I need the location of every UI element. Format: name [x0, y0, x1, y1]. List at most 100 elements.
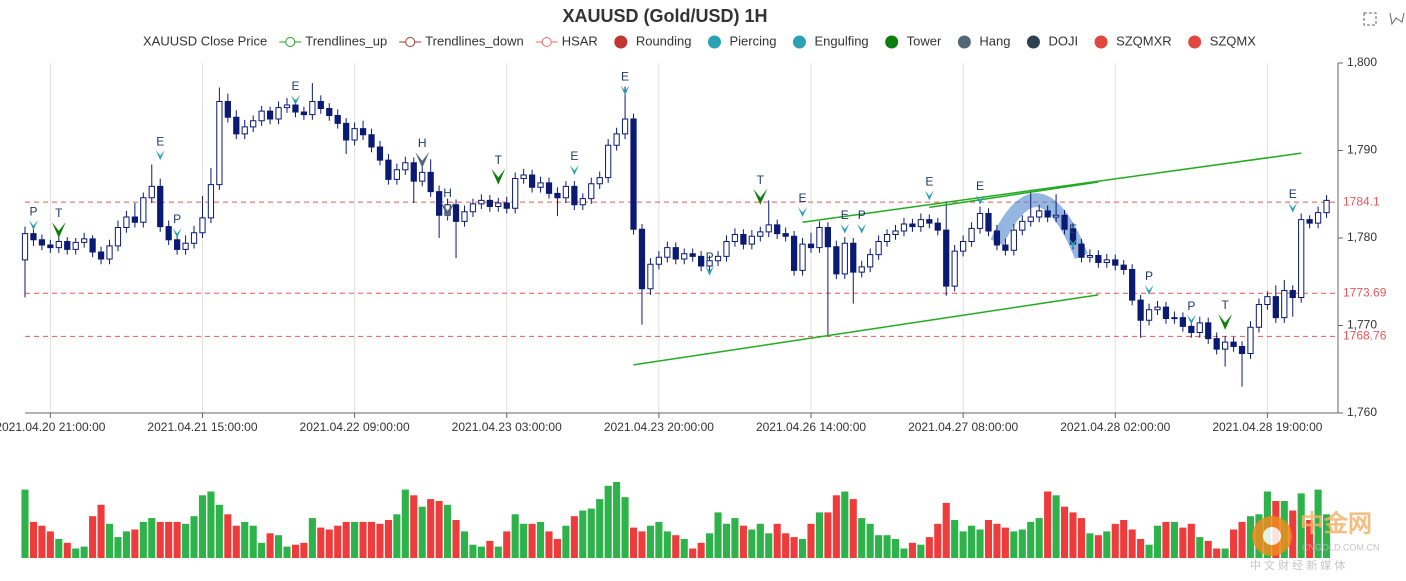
pattern-label: E: [621, 70, 629, 84]
candle-body: [1027, 216, 1034, 222]
volume-bar: [384, 520, 392, 558]
candle-body: [216, 101, 223, 186]
candle-body: [1264, 296, 1271, 305]
volume-bar: [1094, 535, 1102, 558]
volume-bar: [1246, 516, 1255, 558]
candle-body: [266, 110, 274, 120]
legend-symbol: [792, 35, 806, 49]
volume-bar: [1010, 531, 1018, 558]
volume-bar: [55, 539, 63, 558]
legend-symbol: [614, 35, 628, 49]
candle-body: [1196, 322, 1203, 333]
candle-body: [1095, 255, 1102, 263]
candle-body: [385, 159, 392, 180]
volume-bar: [511, 514, 519, 558]
x-tick-label: 2021.04.20 21:00:00: [0, 420, 106, 434]
pattern-marker: [415, 152, 430, 168]
volume-bar: [1238, 521, 1246, 558]
watermark-site: CNGOLD.COM.CN: [1302, 542, 1380, 552]
trendline: [929, 181, 1099, 209]
pattern-label: H: [443, 186, 452, 200]
volume-bar: [891, 539, 900, 558]
candle-body: [114, 227, 122, 247]
pattern-marker: [1288, 202, 1298, 213]
x-tick-label: 2021.04.28 19:00:00: [1212, 420, 1322, 434]
chart-title: XAUUSD (Gold/USD) 1H: [562, 6, 767, 26]
candle-body: [1205, 322, 1212, 340]
volume-bar: [1162, 521, 1170, 558]
volume-bar: [21, 489, 29, 558]
pattern-label: P: [173, 212, 181, 226]
candle-body: [1306, 219, 1313, 224]
volume-bar: [1297, 493, 1305, 558]
candle-body: [951, 250, 958, 287]
candle-body: [664, 247, 671, 258]
x-tick-label: 2021.04.21 15:00:00: [147, 420, 257, 434]
volume-bar: [545, 531, 553, 558]
candle-body: [976, 213, 984, 229]
volume-bar: [1289, 510, 1297, 558]
volume-bar: [38, 525, 46, 558]
volume-bar: [359, 521, 367, 558]
volume-bar: [1111, 523, 1119, 558]
pattern-label: T: [495, 153, 503, 167]
volume-bar: [63, 542, 71, 558]
candle-body: [148, 185, 155, 199]
pattern-label: H: [418, 136, 427, 150]
candle-body: [917, 219, 924, 228]
volume-bar: [198, 495, 207, 558]
candle-body: [469, 203, 477, 213]
volume-bar: [883, 535, 891, 558]
candle-body: [1179, 317, 1186, 327]
volume-bar: [249, 525, 257, 558]
candle-body: [419, 171, 426, 182]
volume-bar: [536, 521, 545, 558]
y-tick-label: 1,770: [1347, 318, 1377, 332]
pattern-label: P: [1145, 269, 1153, 283]
volume-bar: [807, 523, 815, 558]
volume-bar: [528, 523, 536, 558]
toolbox[interactable]: [1363, 12, 1405, 26]
legend-symbol: [885, 35, 899, 49]
pattern-label: E: [1069, 222, 1077, 236]
candle-body: [1137, 299, 1144, 321]
volume-bar: [72, 548, 80, 558]
candle-body: [993, 230, 1001, 246]
pattern-marker: [924, 190, 934, 201]
candle-body: [528, 174, 536, 188]
volume-bar: [1044, 491, 1052, 558]
restore-icon[interactable]: [1389, 12, 1405, 26]
volume-bar: [976, 529, 984, 558]
candle-body: [655, 256, 662, 265]
pattern-marker: [155, 150, 165, 161]
legend-label: Engulfing: [814, 33, 868, 48]
candle-body: [833, 246, 840, 275]
candle-body: [1213, 338, 1220, 350]
volume-bar: [1052, 495, 1060, 558]
candle-body: [706, 260, 713, 267]
volume-bar: [900, 548, 908, 558]
volume-bar: [477, 546, 485, 558]
pattern-marker: [491, 168, 506, 185]
candle-body: [605, 144, 612, 179]
volume-bar: [875, 535, 883, 558]
candle-body: [106, 245, 113, 260]
candle-body: [165, 226, 172, 241]
volume-bar: [427, 499, 435, 558]
level-label: 1784.1: [1343, 194, 1380, 208]
zoom-icon[interactable]: [1363, 12, 1377, 26]
pattern-marker: [798, 207, 808, 217]
volume-bar: [1170, 521, 1178, 558]
trendline: [802, 152, 1302, 223]
candle-body: [368, 134, 375, 148]
candle-body: [343, 122, 350, 141]
candle-body: [233, 116, 240, 135]
candle-body: [799, 243, 806, 271]
candle-body: [224, 101, 231, 118]
pattern-marker: [705, 265, 715, 276]
candle-body: [495, 202, 502, 207]
legend-symbol: [405, 37, 416, 47]
y-tick-label: 1,790: [1347, 143, 1377, 157]
volume-bar: [1018, 529, 1026, 558]
candle-body: [782, 233, 789, 237]
